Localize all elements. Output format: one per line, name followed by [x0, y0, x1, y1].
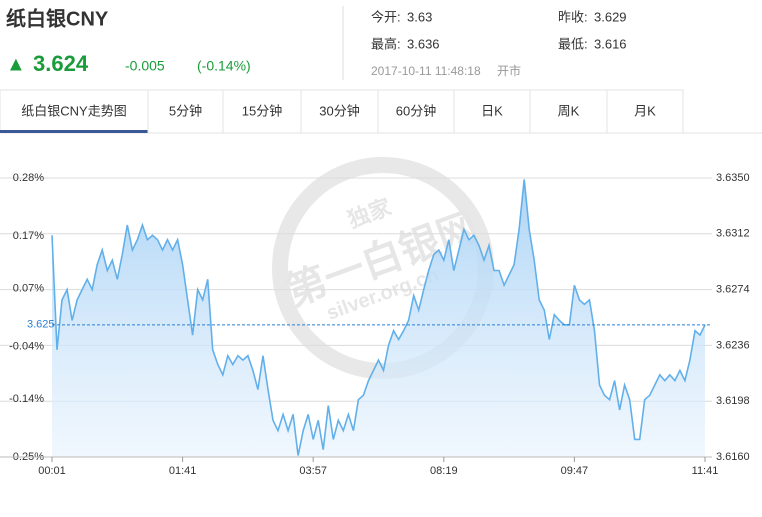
- price: 3.624: [33, 51, 89, 76]
- tab[interactable]: [222, 89, 302, 134]
- y2-tick-label: -0.04%: [9, 340, 44, 352]
- tab-label[interactable]: 5分钟: [169, 103, 202, 118]
- tab[interactable]: [529, 89, 608, 134]
- stat-value: 3.63: [407, 9, 432, 24]
- y2-tick-label: 0.17%: [13, 230, 44, 242]
- chart: 3.6350 3.6312 3.6274 3.6236 3.6198 3.6160 0.28…: [0, 172, 750, 477]
- tab-label[interactable]: 纸白银CNY走势图: [21, 103, 126, 118]
- timestamp: 2017-10-11 11:48:18: [371, 64, 481, 78]
- area: [52, 179, 705, 457]
- stat-label: 最低:: [558, 36, 588, 51]
- stat-value: 3.636: [407, 36, 440, 51]
- market-status: 开市: [497, 63, 521, 78]
- y-tick-label: 3.6350: [716, 172, 750, 184]
- y-tick-label: 3.6198: [716, 395, 750, 407]
- change-percent: (-0.14%): [197, 58, 251, 74]
- x-tick-label: 09:47: [561, 465, 589, 477]
- stat-label: 今开:: [371, 9, 401, 24]
- price-line: [51, 179, 706, 456]
- stat-value: 3.629: [594, 9, 627, 24]
- tab[interactable]: [147, 89, 224, 134]
- tab[interactable]: [606, 89, 684, 134]
- tab[interactable]: [377, 89, 455, 134]
- x-tick-label: 00:01: [38, 465, 66, 477]
- instrument-name: 纸白银CNY: [6, 6, 109, 30]
- tab-label[interactable]: 日K: [481, 103, 503, 118]
- tab-label[interactable]: 15分钟: [242, 103, 282, 118]
- x-tick-label: 03:57: [299, 465, 327, 477]
- x-tick-label: 01:41: [169, 465, 197, 477]
- stat-label: 昨收:: [558, 9, 588, 24]
- y-tick-label: 3.6274: [716, 284, 750, 296]
- y-tick-label: 3.6236: [716, 339, 750, 351]
- stat-label: 最高:: [371, 36, 401, 51]
- reference-label: 3.625: [27, 319, 55, 331]
- y-tick-label: 3.6160: [716, 451, 750, 463]
- y-tick-label: 3.6312: [716, 228, 750, 240]
- stat-value: 3.616: [594, 36, 627, 51]
- tab-label[interactable]: 30分钟: [319, 103, 359, 118]
- tab-bar: 纸白银CNY走势图 5分钟 15分钟 30分钟 60分钟 日K 周K 月K: [0, 89, 762, 134]
- y2-tick-label: -0.14%: [9, 393, 44, 405]
- trend-arrow: ▲: [6, 53, 26, 75]
- x-tick-label: 08:19: [430, 465, 458, 477]
- y2-tick-label: 0.07%: [13, 282, 44, 294]
- header: 纸白银CNY ▲ 3.624 -0.005 (-0.14%) 2017-10-1…: [6, 6, 627, 80]
- tab[interactable]: [453, 89, 531, 134]
- tab-label[interactable]: 周K: [558, 103, 580, 118]
- x-tick-label: 11:41: [692, 465, 719, 477]
- active-tab-indicator: [0, 130, 148, 133]
- watermark-text: 独家: [344, 194, 395, 233]
- tab-label[interactable]: 60分钟: [396, 103, 436, 118]
- tab[interactable]: [300, 89, 379, 134]
- change: -0.005: [125, 58, 165, 74]
- tab[interactable]: [0, 89, 149, 134]
- y2-tick-label: 0.28%: [13, 172, 44, 184]
- tab-label[interactable]: 月K: [634, 103, 656, 118]
